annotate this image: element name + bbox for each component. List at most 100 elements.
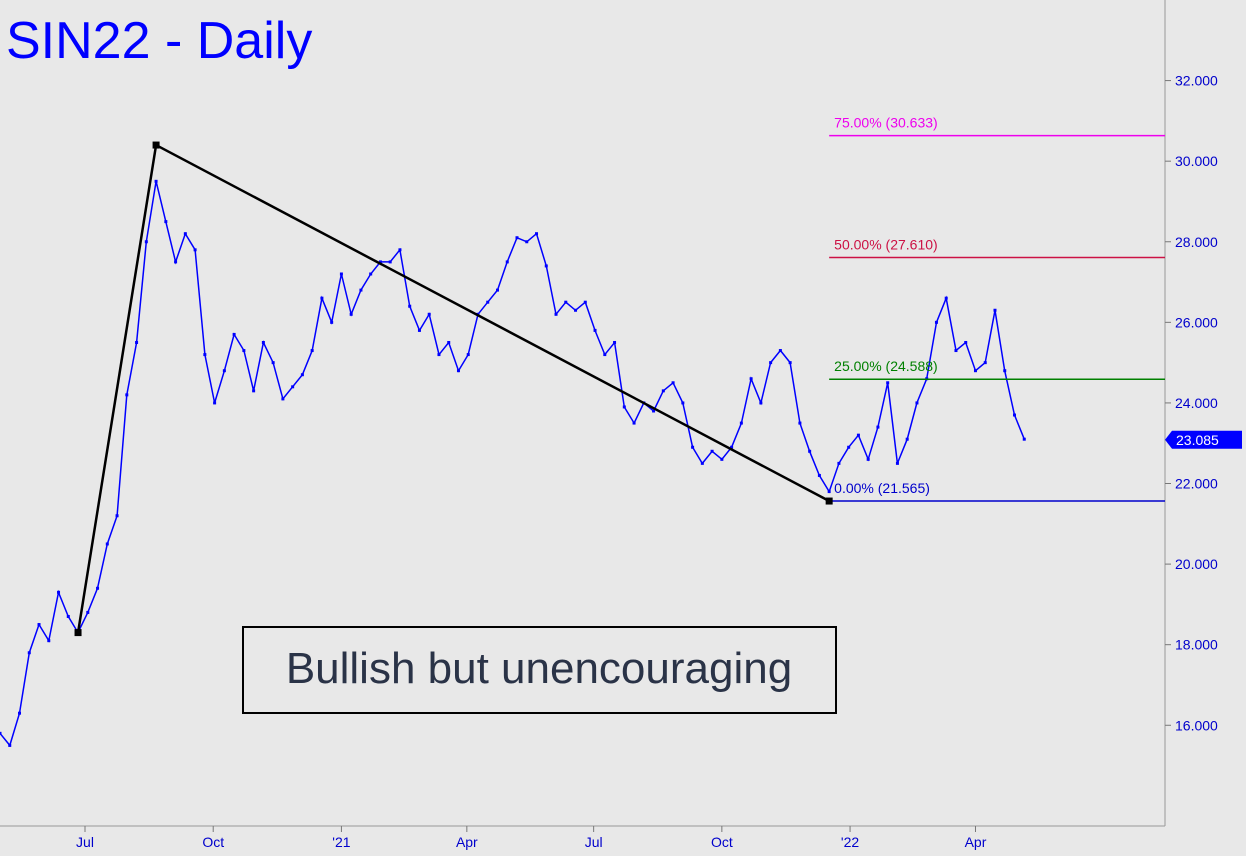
price-point xyxy=(574,308,578,312)
price-point xyxy=(105,542,109,546)
x-tick-label: Apr xyxy=(965,834,987,850)
annotation-text: Bullish but unencouraging xyxy=(286,644,792,693)
price-point xyxy=(993,308,997,312)
price-point xyxy=(66,614,70,618)
price-tag-label: 23.085 xyxy=(1176,432,1219,448)
price-series xyxy=(0,179,1026,747)
price-point xyxy=(1022,437,1026,441)
price-point xyxy=(583,300,587,304)
price-point xyxy=(27,651,31,655)
x-tick-label: Oct xyxy=(202,834,224,850)
price-point xyxy=(827,490,831,494)
y-tick-label: 32.000 xyxy=(1175,73,1218,89)
price-point xyxy=(369,272,373,276)
price-point xyxy=(320,296,324,300)
price-point xyxy=(730,445,734,449)
price-point xyxy=(261,340,265,344)
price-point xyxy=(447,340,451,344)
price-point xyxy=(613,340,617,344)
price-point xyxy=(895,461,899,465)
trend-point xyxy=(825,497,833,505)
price-point xyxy=(1012,413,1016,417)
y-tick-label: 20.000 xyxy=(1175,556,1218,572)
x-tick-label: Jul xyxy=(76,834,94,850)
price-point xyxy=(242,349,246,353)
fib-level-label: 50.00% (27.610) xyxy=(834,236,938,252)
price-point xyxy=(652,409,656,413)
price-point xyxy=(983,361,987,365)
x-tick-label: '22 xyxy=(841,834,859,850)
price-point xyxy=(739,421,743,425)
price-point xyxy=(944,296,948,300)
price-point xyxy=(505,260,509,264)
current-price-tag: 23.085 xyxy=(1165,430,1242,449)
price-point xyxy=(798,421,802,425)
price-point xyxy=(154,179,158,183)
price-point xyxy=(417,328,421,332)
price-point xyxy=(388,260,392,264)
price-point xyxy=(817,473,821,477)
price-point xyxy=(886,381,890,385)
fib-level-label: 75.00% (30.633) xyxy=(834,115,938,131)
price-point xyxy=(973,369,977,373)
price-point xyxy=(710,449,714,453)
price-point xyxy=(808,449,812,453)
price-point xyxy=(847,445,851,449)
y-tick-label: 16.000 xyxy=(1175,717,1218,733)
fib-level-label: 25.00% (24.588) xyxy=(834,358,938,374)
price-point xyxy=(115,514,119,518)
price-point xyxy=(866,457,870,461)
price-point xyxy=(622,405,626,409)
x-axis: Jul Oct '21 Apr Jul Oct '22 Apr xyxy=(76,826,987,850)
y-axis: 16.000 18.000 20.000 22.000 24.000 26.000 28.0… xyxy=(1165,73,1218,733)
price-point xyxy=(213,401,217,405)
price-point xyxy=(222,369,226,373)
price-point xyxy=(339,272,343,276)
price-point xyxy=(125,393,129,397)
trend-point xyxy=(152,141,160,149)
price-point xyxy=(778,349,782,353)
price-point xyxy=(593,328,597,332)
price-point xyxy=(915,401,919,405)
price-point xyxy=(203,353,207,357)
y-tick-label: 30.000 xyxy=(1175,153,1218,169)
fib-levels: 0.00% (21.565) 25.00% (24.588) 50.00% (27.… xyxy=(829,115,1165,502)
price-point xyxy=(349,312,353,316)
price-point xyxy=(681,401,685,405)
y-tick-label: 28.000 xyxy=(1175,234,1218,250)
price-point xyxy=(37,623,41,627)
price-point xyxy=(661,389,665,393)
price-tag-box xyxy=(1165,430,1242,449)
price-point xyxy=(691,445,695,449)
price-point xyxy=(954,349,958,353)
price-point xyxy=(905,437,909,441)
price-point xyxy=(398,248,402,252)
price-point xyxy=(174,260,178,264)
trend-segment xyxy=(76,144,158,633)
price-point xyxy=(466,353,470,357)
price-point xyxy=(700,461,704,465)
price-point xyxy=(759,401,763,405)
price-point xyxy=(564,300,568,304)
price-point xyxy=(183,232,187,236)
y-tick-label: 24.000 xyxy=(1175,395,1218,411)
y-tick-label: 22.000 xyxy=(1175,476,1218,492)
price-point xyxy=(632,421,636,425)
price-point xyxy=(788,361,792,365)
price-point xyxy=(378,260,382,264)
price-point xyxy=(544,264,548,268)
price-point xyxy=(671,381,675,385)
x-tick-label: Apr xyxy=(456,834,478,850)
price-point xyxy=(144,240,148,244)
price-point xyxy=(964,340,968,344)
price-point xyxy=(554,312,558,316)
trend-line xyxy=(74,141,833,637)
price-point xyxy=(876,425,880,429)
price-point xyxy=(456,369,460,373)
price-point xyxy=(837,461,841,465)
x-tick-label: Oct xyxy=(711,834,733,850)
price-point xyxy=(271,361,275,365)
price-point xyxy=(310,349,314,353)
price-point xyxy=(525,240,529,244)
